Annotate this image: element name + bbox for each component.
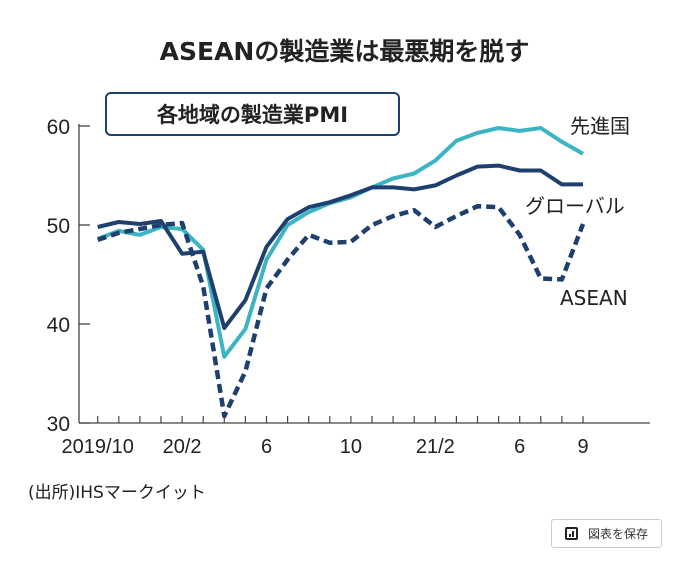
chart-subtitle: 各地域の製造業PMI [156,103,349,127]
y-tick-label: 30 [47,413,70,436]
chart-subtitle-box: 各地域の製造業PMI [105,92,400,136]
x-tick-label: 2019/10 [62,436,134,458]
series-line-global [97,163,583,330]
bar-chart-icon [564,527,578,540]
x-tick-label: 6 [514,436,525,458]
y-tick-label: 40 [47,314,70,337]
chart-title: ASEANの製造業は最悪期を脱す [159,37,530,66]
series-line-asean [97,203,586,419]
x-tick-label: 9 [577,436,588,458]
x-tick-label: 6 [261,436,272,458]
save-chart-label: 図表を保存 [587,527,648,541]
source-note: (出所)IHSマークイット [28,483,206,503]
save-chart-button[interactable]: 図表を保存 [551,519,662,548]
x-tick-label: 21/2 [416,436,455,458]
y-tick-label: 60 [47,116,70,139]
x-tick-label: 10 [340,436,362,458]
x-tick-label: 20/2 [163,436,202,458]
series-label-global: グローバル [525,194,625,218]
y-tick-label: 50 [47,215,70,238]
series-label-developed: 先進国 [570,114,630,138]
series-label-asean: ASEAN [560,286,628,310]
